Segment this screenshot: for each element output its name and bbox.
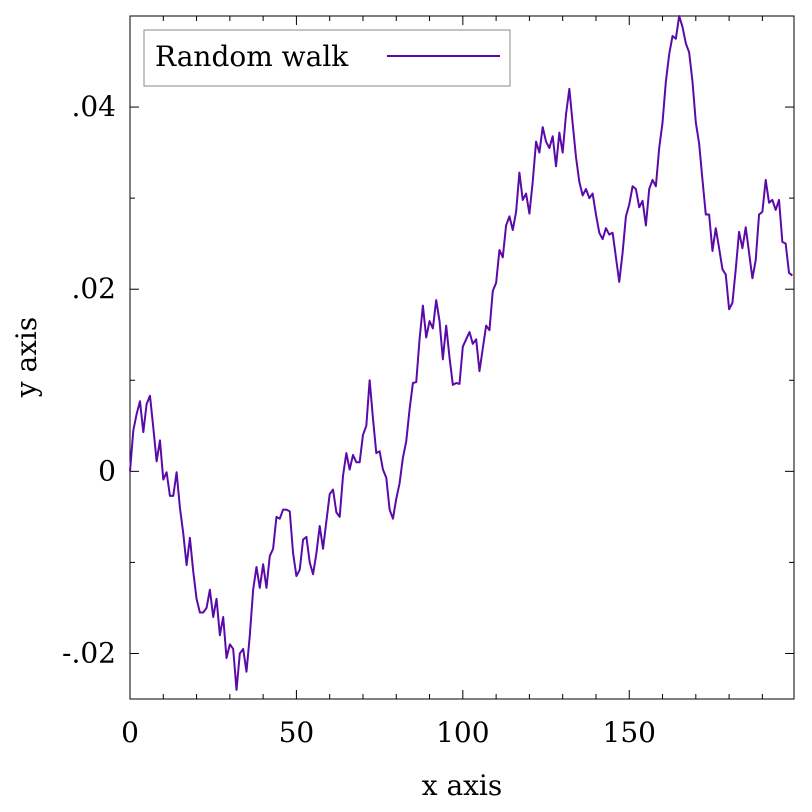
legend-label: Random walk <box>155 40 349 73</box>
x-axis-tick-labels: 0 50 100 150 <box>121 716 656 749</box>
y-tick-label: .02 <box>71 272 116 305</box>
x-tick-label: 0 <box>121 716 139 749</box>
y-axis-label: y axis <box>10 317 43 399</box>
x-tick-label: 50 <box>279 716 315 749</box>
x-tick-label: 100 <box>436 716 489 749</box>
y-axis-tick-labels: -.02 0 .02 .04 <box>62 90 116 669</box>
x-axis-ticks <box>129 16 763 699</box>
x-tick-label: 150 <box>603 716 656 749</box>
series-line-random-walk <box>129 15 793 691</box>
legend: Random walk <box>143 29 511 87</box>
plot-frame <box>129 15 795 700</box>
y-tick-label: -.02 <box>62 636 116 669</box>
y-tick-label: 0 <box>98 454 116 487</box>
y-axis-ticks <box>130 15 794 654</box>
y-tick-label: .04 <box>71 90 116 123</box>
legend-box <box>143 29 511 87</box>
x-axis-label: x axis <box>422 769 503 802</box>
